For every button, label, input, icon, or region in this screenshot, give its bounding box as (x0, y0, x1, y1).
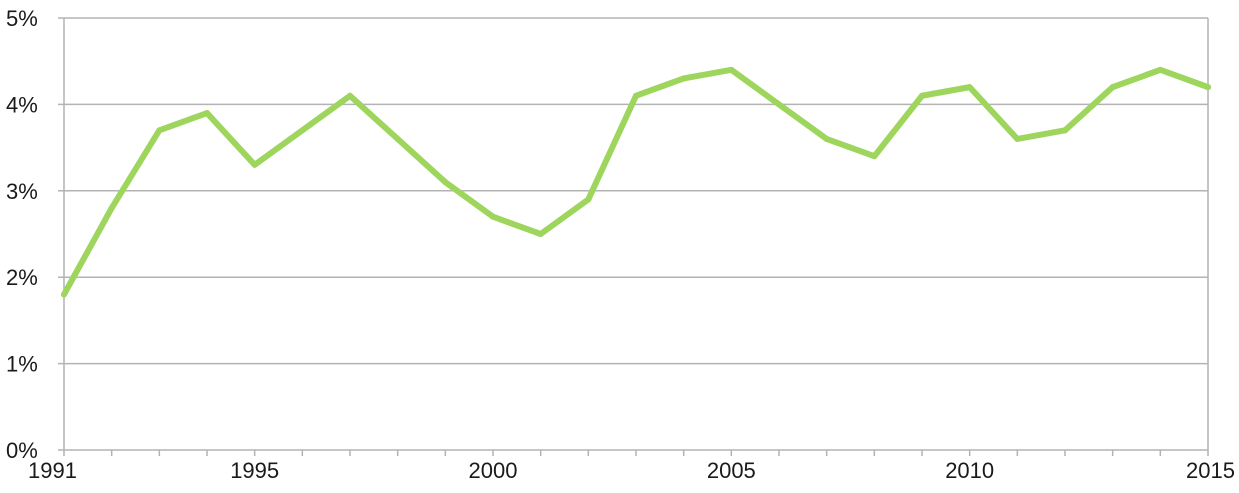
data-point (1109, 84, 1116, 91)
x-minor-ticks (63, 450, 1209, 456)
x-tick-label: 1995 (230, 458, 279, 483)
data-point (680, 75, 687, 82)
y-tick-label: 2% (6, 265, 38, 290)
data-point (919, 92, 925, 99)
data-point (1062, 127, 1068, 134)
data-point (1014, 135, 1021, 142)
data-point (442, 179, 449, 186)
data-point (633, 92, 639, 99)
data-point (251, 161, 258, 168)
tick-labels: 0% 1% 2% 3% 4% 5% 1991 1995 2000 2005 2010 2015 (6, 6, 1235, 483)
y-tick-label: 3% (6, 179, 38, 204)
data-point (108, 205, 115, 212)
data-point (823, 135, 830, 142)
data-point (61, 291, 67, 298)
data-point (299, 127, 306, 134)
data-point (204, 110, 210, 117)
x-tick-label: 2000 (469, 458, 518, 483)
data-point (347, 92, 353, 99)
gridlines (64, 17, 1208, 365)
data-point (585, 196, 592, 203)
x-tick-label: 2005 (707, 458, 756, 483)
x-tick-label: 1991 (28, 458, 77, 483)
data-point (537, 231, 544, 237)
data-point (728, 66, 735, 73)
y-tick-label: 4% (6, 92, 38, 117)
data-point (871, 153, 878, 160)
data-point (1205, 84, 1211, 91)
data-point (966, 84, 973, 91)
data-point (394, 135, 401, 142)
data-point (490, 213, 496, 220)
y-tick-label: 0% (6, 438, 38, 463)
data-point (776, 101, 782, 108)
data-point (156, 127, 163, 134)
y-tick-label: 5% (6, 6, 38, 31)
x-tick-label: 2010 (945, 458, 994, 483)
plot-area (64, 18, 1208, 450)
x-tick-label: 2015 (1186, 458, 1235, 483)
series-layer (61, 66, 1211, 298)
y-tick-label: 1% (6, 352, 38, 377)
data-point (1157, 66, 1164, 73)
